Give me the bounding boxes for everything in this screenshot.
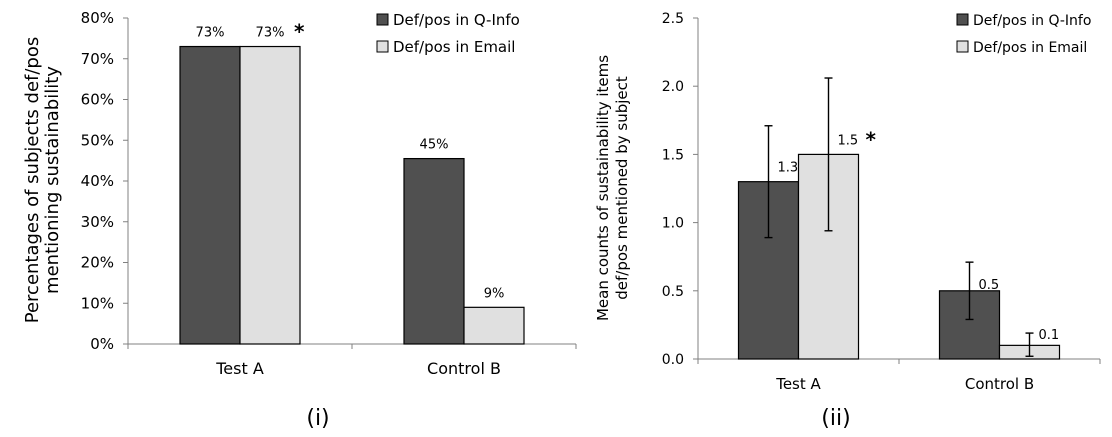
y-axis-title: Percentages of subjects def/posmentionin…	[22, 37, 63, 324]
y-tick-label: 1.5	[662, 147, 684, 163]
y-tick-label: 20%	[81, 254, 114, 272]
y-tick-label: 50%	[81, 131, 114, 149]
x-tick-label: Test A	[775, 375, 821, 393]
data-label: 1.3	[778, 161, 799, 176]
y-tick-label: 30%	[81, 213, 114, 231]
panel-label: (ii)	[821, 406, 850, 431]
y-tick-label: 80%	[81, 9, 114, 27]
y-tick-label: 2.5	[662, 11, 684, 27]
y-axis-title-line: Mean counts of sustainability items	[594, 55, 612, 321]
bar	[403, 157, 465, 345]
legend-label: Def/pos in Email	[973, 40, 1087, 56]
data-label: 0.1	[1039, 328, 1060, 343]
y-axis-title-line: Percentages of subjects def/pos	[22, 37, 43, 324]
x-tick-label: Control B	[965, 375, 1034, 393]
data-label: 1.5	[838, 133, 859, 148]
x-tick-label: Control B	[427, 359, 501, 378]
y-tick-label: 60%	[81, 91, 114, 109]
y-tick-label: 0.5	[662, 284, 684, 300]
bar	[463, 306, 525, 345]
legend-swatch	[376, 40, 389, 53]
data-label: 0.5	[979, 278, 1000, 293]
legend-label: Def/pos in Q-Info	[393, 11, 520, 29]
x-tick-label: Test A	[215, 359, 264, 378]
panel-label: (i)	[306, 406, 329, 431]
y-tick-label: 10%	[81, 294, 114, 312]
legend-swatch	[956, 40, 969, 53]
bar	[239, 45, 301, 345]
significance-marker: *	[294, 20, 305, 44]
bar	[179, 45, 241, 345]
y-axis-title: Mean counts of sustainability itemsdef/p…	[594, 55, 631, 321]
y-tick-label: 40%	[81, 172, 114, 190]
y-tick-label: 0%	[90, 335, 114, 353]
data-label: 73%	[196, 26, 225, 41]
y-tick-label: 70%	[81, 50, 114, 68]
y-tick-label: 2.0	[662, 79, 684, 95]
data-label: 9%	[484, 286, 505, 301]
y-tick-label: 0.0	[662, 352, 684, 368]
legend-swatch	[376, 13, 389, 26]
y-axis-title-line: mentioning sustainability	[42, 66, 63, 294]
data-label: 45%	[420, 138, 449, 153]
y-axis-title-line: def/pos mentioned by subject	[613, 76, 631, 300]
chart-panel-ii: 0.0 0.5 1.0 1.5 2.0 2.5 Test A 1.3 1.5 * Control B…	[594, 11, 1101, 431]
y-tick-label: 1.0	[662, 216, 684, 232]
legend-label: Def/pos in Email	[393, 38, 515, 56]
significance-marker: *	[866, 127, 877, 151]
data-label: 73%	[256, 26, 285, 41]
chart-panel-i: 0% 10% 20% 30% 40% 50% 60% 70% 80% Test A 73% 73% * C…	[22, 9, 577, 431]
legend-label: Def/pos in Q-Info	[973, 13, 1091, 29]
legend-swatch	[956, 13, 969, 26]
